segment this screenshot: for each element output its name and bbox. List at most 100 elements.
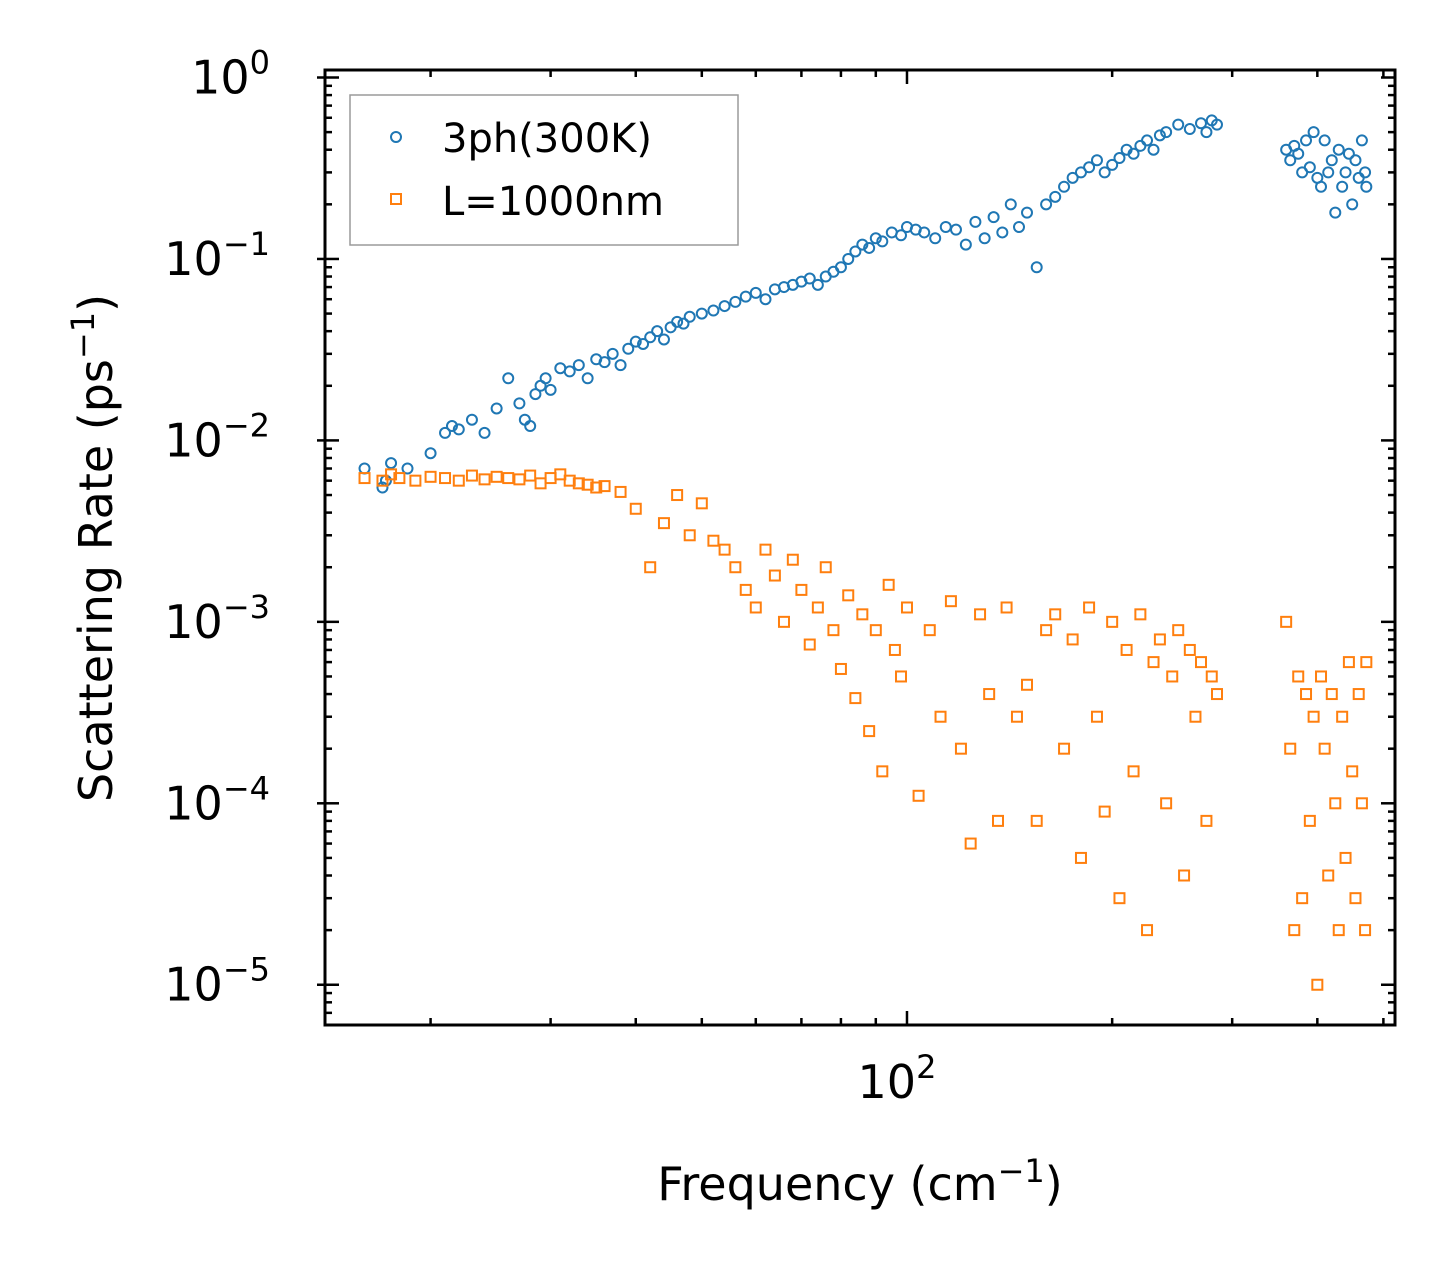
point-3ph-89 bbox=[1134, 139, 1147, 152]
point-l1000-60 bbox=[974, 608, 987, 621]
point-3ph-23 bbox=[581, 372, 594, 385]
point-l1000-56 bbox=[934, 710, 947, 723]
point-l1000-33 bbox=[749, 601, 762, 614]
point-l1000-8 bbox=[465, 469, 478, 482]
point-3ph-53 bbox=[834, 261, 847, 274]
point-l1000-9 bbox=[478, 473, 491, 486]
point-l1000-62 bbox=[992, 814, 1005, 827]
point-3ph-71 bbox=[987, 211, 1000, 224]
point-l1000-0 bbox=[358, 472, 371, 485]
point-3ph-113 bbox=[1329, 206, 1342, 219]
y-tick-label: 100 bbox=[191, 44, 270, 105]
point-3ph-4 bbox=[401, 462, 414, 475]
point-3ph-7 bbox=[445, 420, 458, 433]
point-3ph-19 bbox=[544, 383, 557, 396]
point-l1000-98 bbox=[1300, 688, 1313, 701]
point-3ph-25 bbox=[598, 356, 611, 369]
y-tick-label: 10−1 bbox=[164, 225, 270, 286]
point-3ph-54 bbox=[842, 252, 855, 265]
point-l1000-57 bbox=[944, 595, 957, 608]
point-3ph-97 bbox=[1200, 126, 1213, 139]
point-3ph-36 bbox=[677, 317, 690, 330]
point-3ph-107 bbox=[1307, 126, 1320, 139]
y-tick-label: 10−3 bbox=[164, 588, 270, 649]
point-3ph-86 bbox=[1113, 152, 1126, 165]
point-l1000-116 bbox=[1360, 656, 1373, 669]
point-l1000-111 bbox=[1346, 765, 1359, 778]
point-3ph-77 bbox=[1040, 198, 1053, 211]
point-3ph-8 bbox=[452, 423, 465, 436]
point-3ph-65 bbox=[929, 232, 942, 245]
point-l1000-110 bbox=[1342, 656, 1355, 669]
point-l1000-93 bbox=[1280, 615, 1293, 628]
point-3ph-101 bbox=[1284, 154, 1297, 167]
point-l1000-92 bbox=[1210, 688, 1223, 701]
point-l1000-42 bbox=[827, 624, 840, 637]
point-l1000-12 bbox=[513, 473, 526, 486]
point-3ph-118 bbox=[1346, 198, 1359, 211]
point-3ph-83 bbox=[1090, 154, 1103, 167]
point-3ph-109 bbox=[1315, 180, 1328, 193]
point-l1000-28 bbox=[695, 497, 708, 510]
legend-marker-3ph bbox=[390, 131, 402, 143]
point-3ph-35 bbox=[671, 315, 684, 328]
y-tick-label: 10−5 bbox=[164, 951, 270, 1012]
point-3ph-27 bbox=[614, 359, 627, 372]
point-l1000-59 bbox=[964, 837, 977, 850]
ticks-layer: 100 10−1 10−2 10−3 10−4 10−5 102 bbox=[164, 44, 1395, 1109]
point-l1000-102 bbox=[1315, 670, 1328, 683]
point-3ph-42 bbox=[739, 290, 752, 303]
point-l1000-53 bbox=[900, 601, 913, 614]
point-l1000-47 bbox=[863, 725, 876, 738]
point-l1000-35 bbox=[768, 569, 781, 582]
point-3ph-82 bbox=[1083, 161, 1096, 174]
point-l1000-75 bbox=[1106, 615, 1119, 628]
point-l1000-34 bbox=[759, 543, 772, 556]
y-axis-title: Scattering Rate (ps−1) bbox=[64, 294, 123, 802]
point-3ph-90 bbox=[1141, 134, 1154, 147]
point-l1000-37 bbox=[786, 553, 799, 566]
point-l1000-114 bbox=[1355, 797, 1368, 810]
point-l1000-20 bbox=[590, 481, 603, 494]
point-3ph-69 bbox=[969, 215, 982, 228]
point-l1000-76 bbox=[1113, 892, 1126, 905]
point-3ph-123 bbox=[1360, 180, 1373, 193]
point-l1000-72 bbox=[1083, 601, 1096, 614]
point-3ph-120 bbox=[1352, 171, 1365, 184]
point-l1000-43 bbox=[834, 662, 847, 675]
point-3ph-94 bbox=[1172, 118, 1185, 131]
point-3ph-43 bbox=[749, 286, 762, 299]
point-l1000-50 bbox=[882, 578, 895, 591]
point-3ph-78 bbox=[1049, 190, 1062, 203]
point-3ph-18 bbox=[539, 372, 552, 385]
point-l1000-55 bbox=[923, 624, 936, 637]
point-3ph-37 bbox=[683, 310, 696, 323]
point-l1000-64 bbox=[1010, 710, 1023, 723]
point-3ph-91 bbox=[1147, 143, 1160, 156]
point-l1000-45 bbox=[849, 692, 862, 705]
point-l1000-51 bbox=[888, 643, 901, 656]
point-l1000-67 bbox=[1040, 624, 1053, 637]
point-l1000-30 bbox=[718, 543, 731, 556]
point-l1000-2 bbox=[385, 468, 398, 481]
point-l1000-80 bbox=[1141, 924, 1154, 937]
point-l1000-25 bbox=[657, 517, 670, 530]
point-3ph-1 bbox=[376, 481, 389, 494]
legend-marker-l1000 bbox=[390, 193, 402, 205]
point-l1000-66 bbox=[1030, 814, 1043, 827]
point-l1000-70 bbox=[1066, 633, 1079, 646]
legend-label-3ph: 3ph(300K) bbox=[442, 116, 652, 162]
legend: 3ph(300K) L=1000nm bbox=[349, 94, 739, 246]
point-3ph-73 bbox=[1004, 198, 1017, 211]
point-l1000-26 bbox=[671, 489, 684, 502]
point-l1000-31 bbox=[729, 561, 742, 574]
point-l1000-48 bbox=[869, 624, 882, 637]
point-l1000-3 bbox=[393, 472, 406, 485]
x-axis-title: Frequency (cm−1) bbox=[657, 1152, 1062, 1211]
plot-frame bbox=[323, 68, 1397, 1027]
point-l1000-32 bbox=[739, 583, 752, 596]
point-3ph-74 bbox=[1013, 221, 1026, 234]
point-l1000-14 bbox=[534, 477, 547, 490]
point-3ph-21 bbox=[563, 365, 576, 378]
